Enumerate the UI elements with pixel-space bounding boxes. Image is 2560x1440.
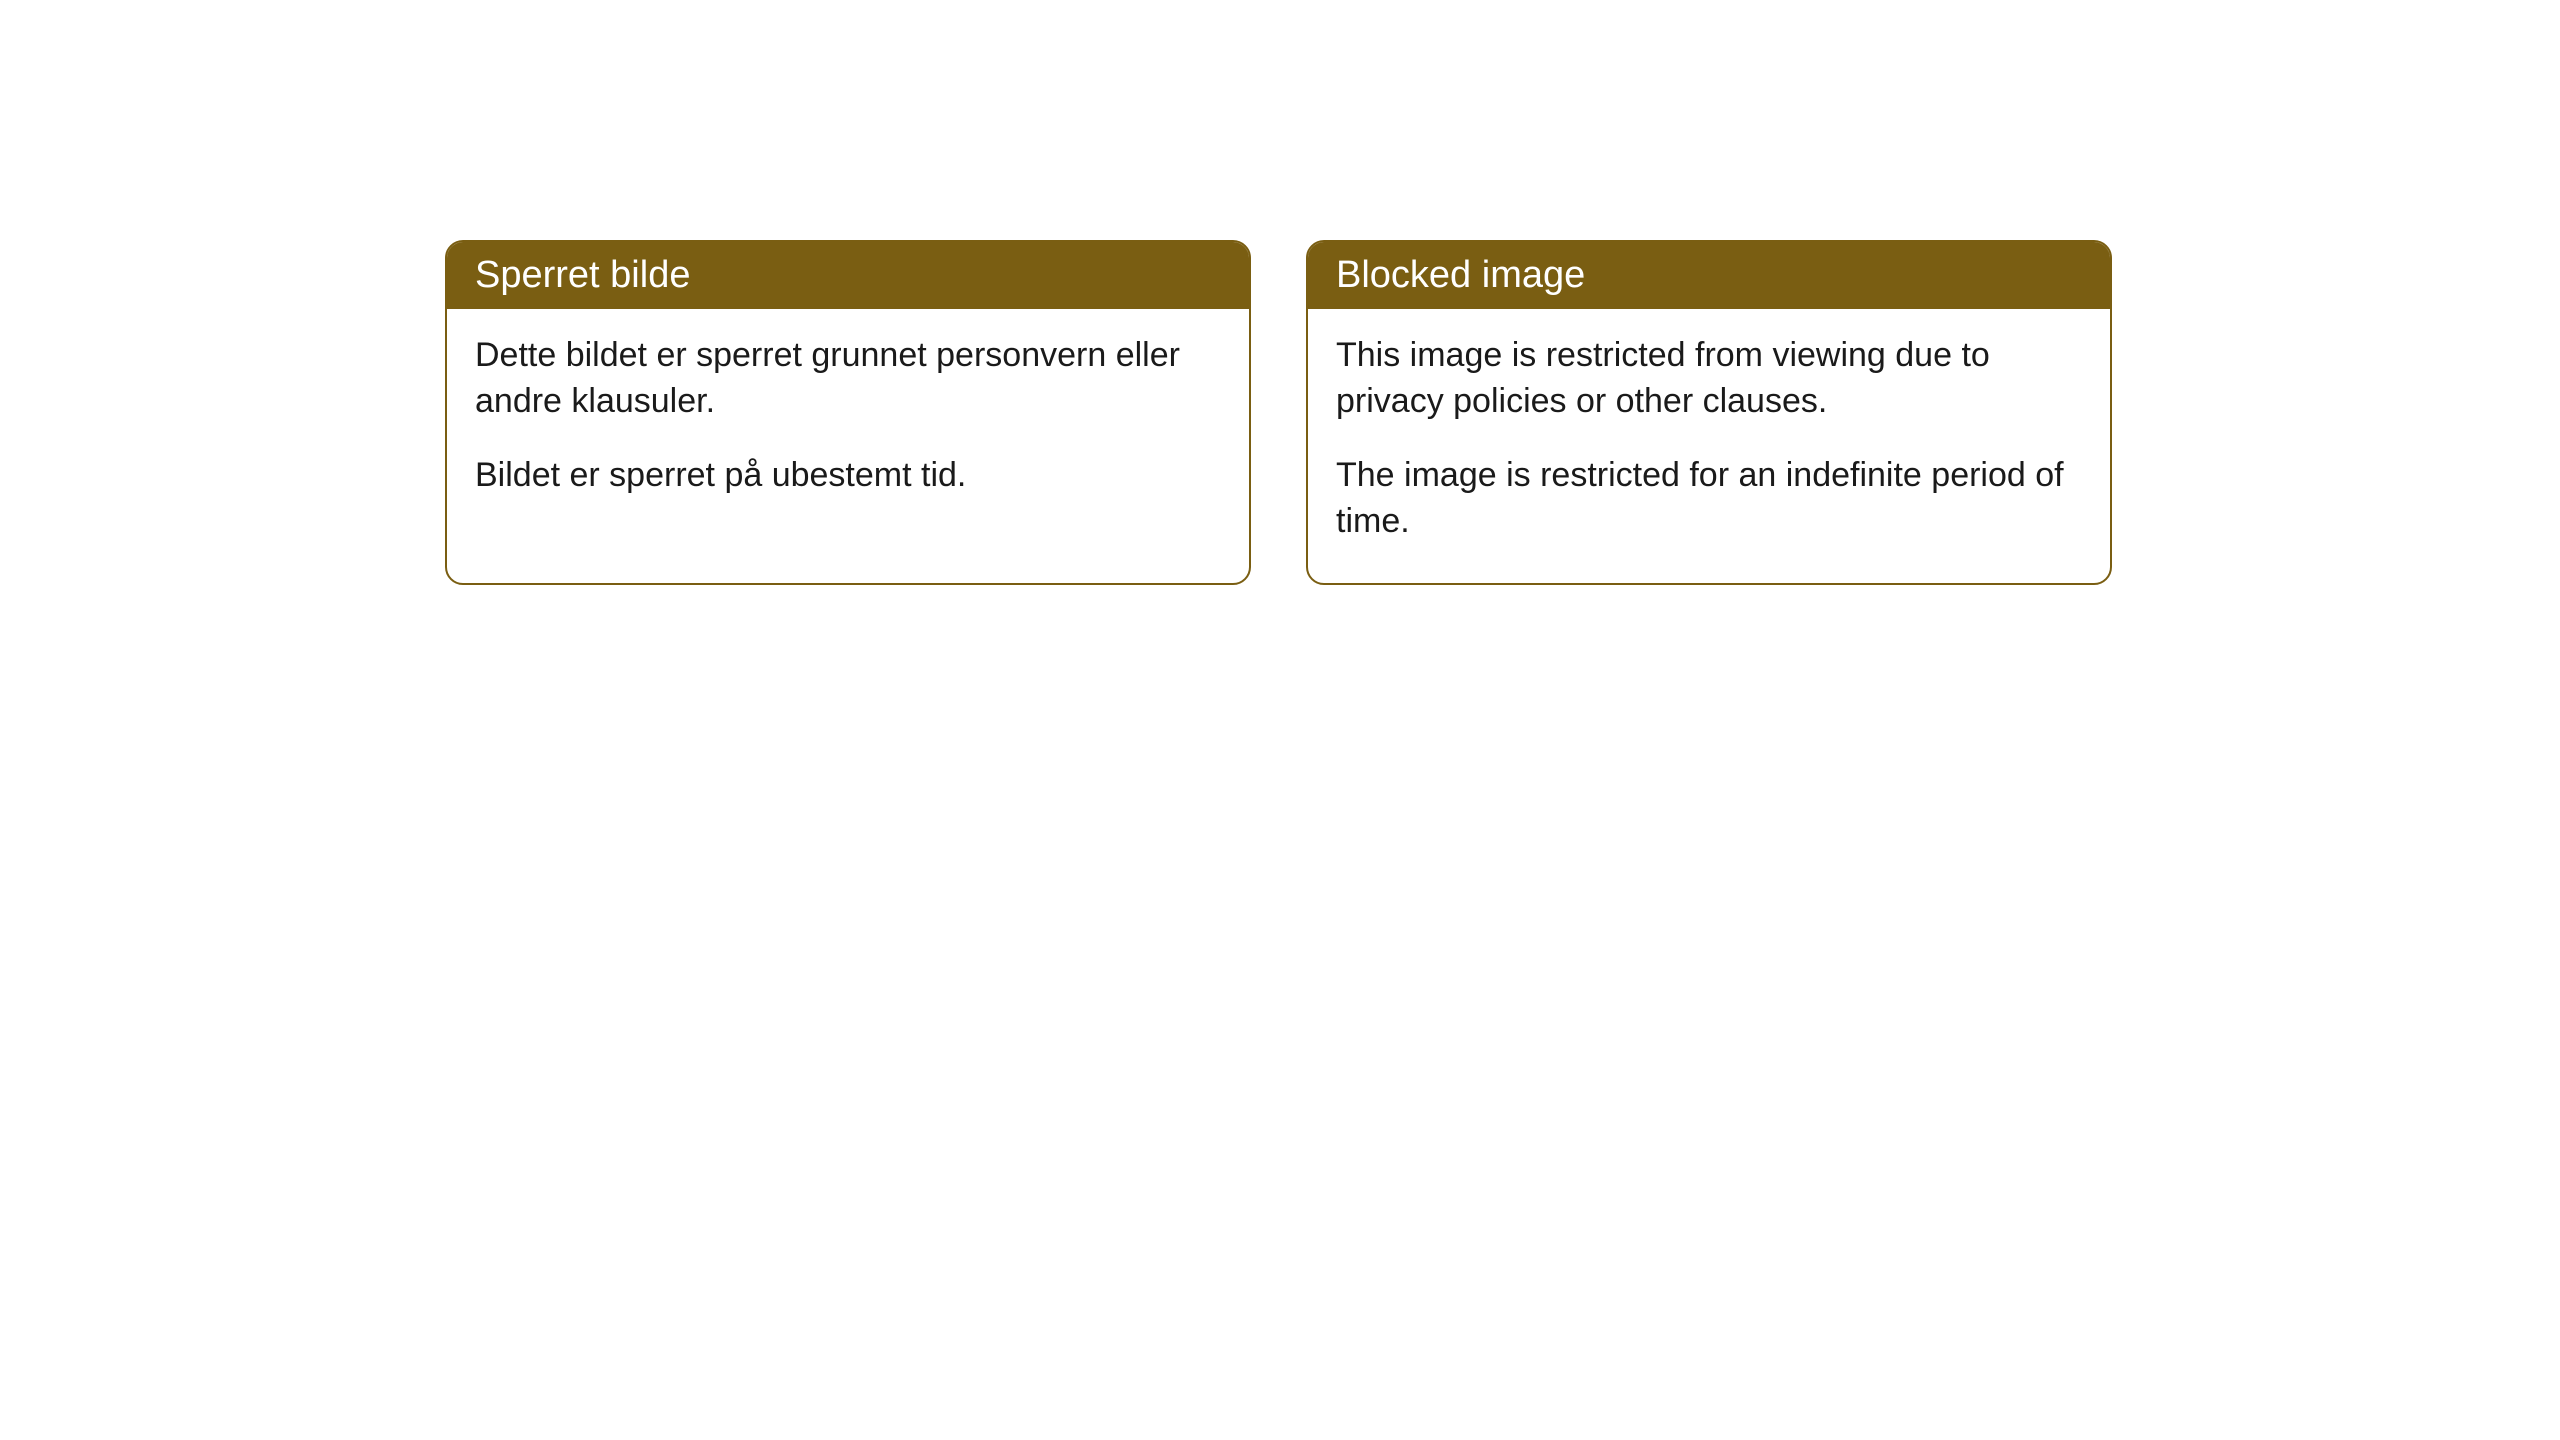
notice-header: Sperret bilde bbox=[447, 242, 1249, 309]
notice-card-norwegian: Sperret bilde Dette bildet er sperret gr… bbox=[445, 240, 1251, 585]
notice-paragraph-2: Bildet er sperret på ubestemt tid. bbox=[475, 453, 1221, 499]
notice-paragraph-2: The image is restricted for an indefinit… bbox=[1336, 453, 2082, 545]
notice-paragraph-1: This image is restricted from viewing du… bbox=[1336, 333, 2082, 425]
notice-container: Sperret bilde Dette bildet er sperret gr… bbox=[445, 240, 2112, 585]
notice-header: Blocked image bbox=[1308, 242, 2110, 309]
notice-paragraph-1: Dette bildet er sperret grunnet personve… bbox=[475, 333, 1221, 425]
notice-body: Dette bildet er sperret grunnet personve… bbox=[447, 309, 1249, 537]
notice-card-english: Blocked image This image is restricted f… bbox=[1306, 240, 2112, 585]
notice-body: This image is restricted from viewing du… bbox=[1308, 309, 2110, 583]
